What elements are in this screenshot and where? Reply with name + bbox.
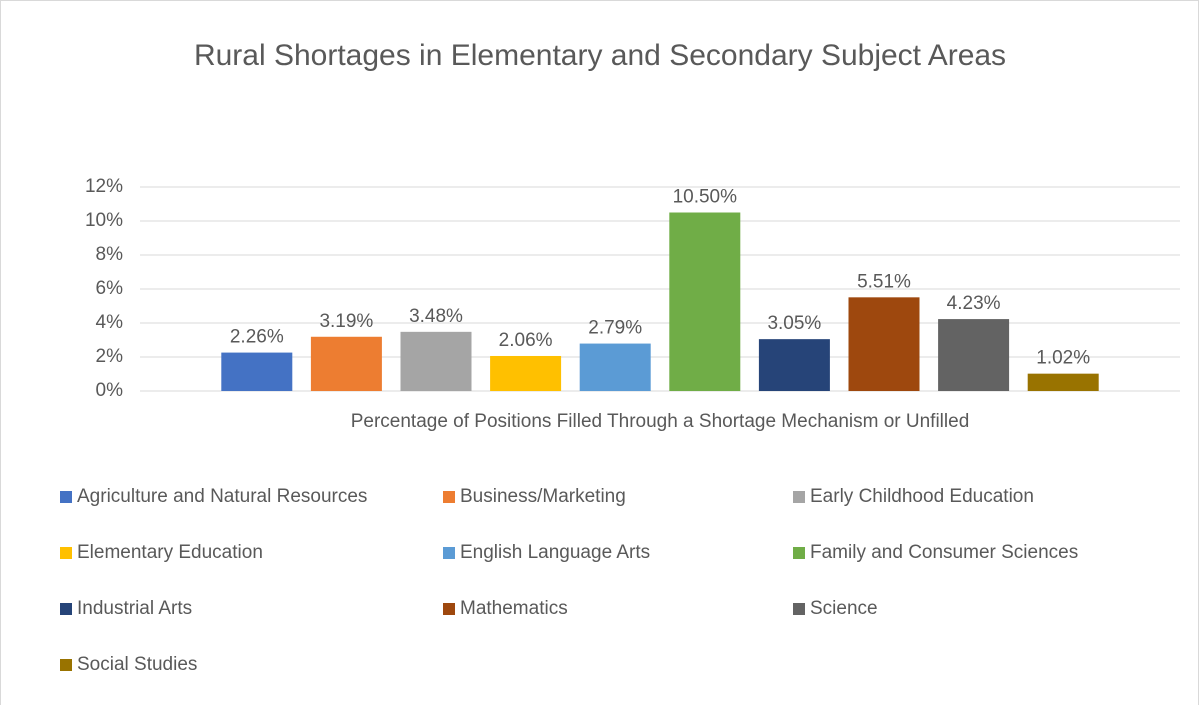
bar <box>579 343 651 391</box>
data-label: 4.23% <box>947 293 1001 314</box>
data-label: 5.51% <box>857 271 911 292</box>
bar <box>490 355 562 391</box>
bar <box>938 319 1010 391</box>
bar <box>400 331 472 391</box>
legend-swatch <box>60 491 72 503</box>
legend-swatch <box>793 547 805 559</box>
legend-label: Early Childhood Education <box>810 486 1034 507</box>
legend-label: Family and Consumer Sciences <box>810 542 1078 563</box>
legend-swatch <box>793 491 805 503</box>
y-tick-label: 8% <box>96 244 124 265</box>
data-label: 2.06% <box>499 330 553 351</box>
legend-label: Business/Marketing <box>460 486 626 507</box>
data-label: 2.26% <box>230 327 284 348</box>
legend-label: Agriculture and Natural Resources <box>77 486 367 507</box>
bar <box>1027 373 1099 391</box>
legend-swatch <box>60 603 72 615</box>
legend-swatch <box>443 491 455 503</box>
legend-swatch <box>60 547 72 559</box>
legend-swatch <box>443 547 455 559</box>
bar <box>669 212 741 391</box>
x-tick-label: Percentage of Positions Filled Through a… <box>351 411 970 432</box>
legend-swatch <box>60 659 72 671</box>
data-label: 3.48% <box>409 306 463 327</box>
y-tick-label: 10% <box>85 210 123 231</box>
y-tick-label: 0% <box>96 380 124 401</box>
bar <box>310 336 382 391</box>
y-tick-label: 12% <box>85 176 123 197</box>
legend-label: English Language Arts <box>460 542 650 563</box>
data-label: 3.05% <box>767 313 821 334</box>
bar <box>848 297 920 391</box>
legend-label: Science <box>810 598 878 619</box>
legend-swatch <box>793 603 805 615</box>
bar <box>758 339 830 391</box>
legend-label: Social Studies <box>77 654 197 675</box>
data-label: 10.50% <box>673 187 738 208</box>
y-tick-label: 4% <box>96 312 124 333</box>
legend-label: Elementary Education <box>77 542 263 563</box>
legend-label: Mathematics <box>460 598 568 619</box>
data-label: 1.02% <box>1036 348 1090 369</box>
chart-title: Rural Shortages in Elementary and Second… <box>194 39 1006 72</box>
data-label: 2.79% <box>588 318 642 339</box>
data-label: 3.19% <box>319 311 373 332</box>
legend-swatch <box>443 603 455 615</box>
bar <box>221 352 293 391</box>
legend-label: Industrial Arts <box>77 598 192 619</box>
y-tick-label: 6% <box>96 278 124 299</box>
y-tick-label: 2% <box>96 346 124 367</box>
